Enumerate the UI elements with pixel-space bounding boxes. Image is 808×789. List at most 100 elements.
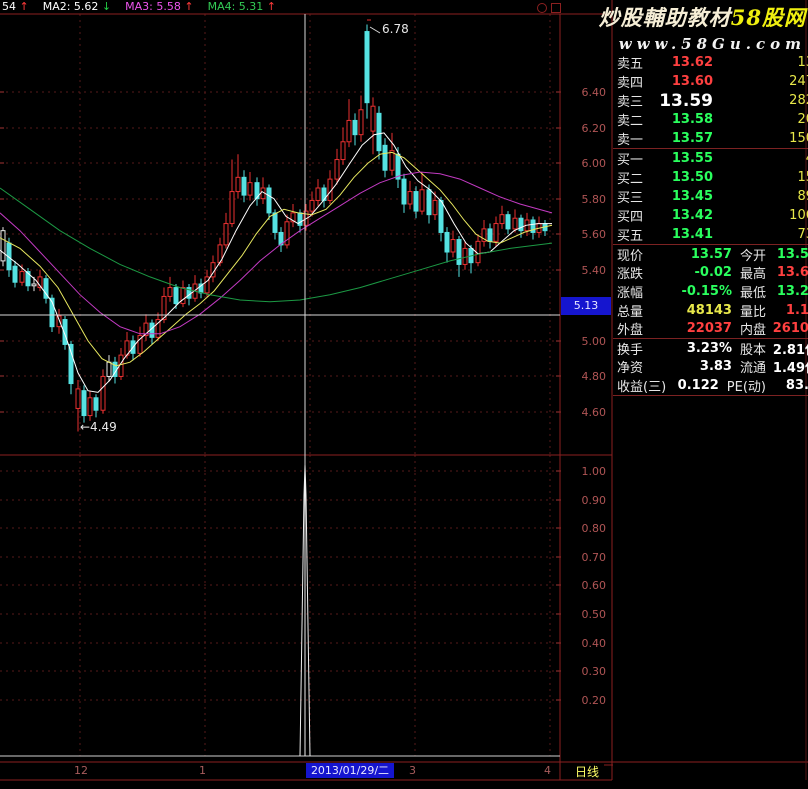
axis-price-label: 0.30: [581, 665, 607, 678]
stat-value: 13.25: [776, 283, 808, 299]
orderbook-row[interactable]: 买一 13.554: [613, 149, 808, 168]
orderbook-level-label: 买二: [617, 172, 644, 187]
stat-label: 净资: [617, 361, 644, 377]
quote-panel: 卖五 13.62 13 卖四 13.60 247 卖三 13.59 282 卖二 13.58 20 卖一…: [613, 53, 808, 396]
axis-price-label: 0.20: [581, 694, 607, 707]
stat-label: 现价: [617, 248, 644, 264]
trend-arrow-icon: ↑: [263, 0, 277, 13]
ma-label: MA2: 5.62 ↓: [42, 0, 112, 13]
period-selector[interactable]: 日线: [574, 765, 599, 779]
orderbook-level-label: 卖五: [617, 57, 644, 72]
banner-title-text: 炒股輔助教材: [598, 5, 731, 30]
stat-value: 13.68: [776, 265, 808, 281]
stats-divider-top: [613, 244, 808, 245]
orderbook-price: 13.45: [671, 189, 713, 204]
stat-row: 外盘 22037 内盘 26106: [613, 319, 808, 338]
stat-value: 3.23%: [686, 340, 732, 356]
stat-row: 收益(三) 0.122 PE(动) 83.6: [613, 376, 808, 395]
axis-price-label: 0.50: [581, 608, 607, 621]
stat-row: 涨幅 -0.15% 最低 13.25: [613, 282, 808, 301]
orderbook-volume: 89: [797, 189, 808, 204]
month-label: 12: [74, 764, 88, 777]
orderbook-price: 13.41: [671, 227, 713, 242]
axis-price-label: 1.00: [581, 465, 607, 478]
orderbook-volume: 150: [789, 131, 808, 146]
trend-arrow-icon: ↑: [180, 0, 194, 13]
stat-value: -0.15%: [681, 283, 732, 299]
stat-value: 2.81亿: [772, 342, 808, 358]
orderbook-level-label: 卖一: [617, 133, 644, 148]
orderbook-row[interactable]: 卖三 13.59 282: [613, 90, 808, 111]
stat-label: 今开: [739, 248, 766, 264]
axis-price-label: 5.00: [581, 335, 607, 348]
stat-label: 收益(三): [617, 379, 667, 395]
orderbook-row[interactable]: 卖一 13.57 150: [613, 129, 808, 148]
crosshair-date-tag: 2013/01/29/二: [306, 763, 394, 778]
orderbook-price: 13.59: [659, 90, 713, 111]
banner-url: www.58Gu.com: [618, 35, 806, 53]
fundamental-stats: 换手 3.23% 股本 2.81亿净资 3.83 流通 1.49亿收益(三) 0.122 PE(…: [613, 339, 808, 395]
buy-order-book: 买一 13.554 买二 13.50 15 买三 13.45 89 买四 13.42 106 买五 13…: [613, 149, 808, 244]
stat-row: 总量 48143 量比 1.16: [613, 301, 808, 320]
orderbook-volume: 282: [789, 93, 808, 108]
axis-price-label: 5.80: [581, 193, 607, 206]
orderbook-price: 13.57: [671, 131, 713, 146]
month-label: 1: [199, 764, 206, 777]
stat-label: 总量: [617, 304, 644, 320]
axis-price-label: 5.60: [581, 228, 607, 241]
stat-value: 83.6: [785, 377, 808, 393]
chart-maximize-icon[interactable]: [551, 3, 561, 13]
stat-label: 流通: [739, 361, 766, 377]
orderbook-row[interactable]: 买三 13.45 89: [613, 187, 808, 206]
orderbook-row[interactable]: 买四 13.42 106: [613, 206, 808, 225]
stat-value: 48143: [686, 302, 732, 318]
orderbook-divider: [613, 148, 808, 149]
chart-restore-icon[interactable]: [537, 3, 547, 13]
orderbook-row[interactable]: 卖二 13.58 20: [613, 110, 808, 129]
axis-price-label: 0.90: [581, 494, 607, 507]
trend-arrow-icon: ↑: [16, 0, 29, 13]
stat-label: 换手: [617, 342, 644, 358]
axis-price-label: 0.80: [581, 522, 607, 535]
orderbook-row[interactable]: 买五 13.41 73: [613, 225, 808, 244]
stat-label: 最低: [739, 285, 766, 301]
orderbook-level-label: 买一: [617, 153, 644, 168]
stat-row: 换手 3.23% 股本 2.81亿: [613, 339, 808, 358]
ma-label: MA3: 5.58 ↑: [125, 0, 194, 13]
orderbook-volume: 13: [797, 55, 808, 70]
orderbook-row[interactable]: 卖四 13.60 247: [613, 72, 808, 91]
axis-price-label: 0.60: [581, 579, 607, 592]
ma-label: 54 ↑: [2, 0, 29, 13]
stat-value: 13.50: [776, 246, 808, 262]
month-label: 4: [544, 764, 551, 777]
orderbook-row[interactable]: 卖五 13.62 13: [613, 53, 808, 72]
orderbook-price: 13.50: [671, 170, 713, 185]
orderbook-level-label: 买四: [617, 210, 644, 225]
stats-divider-mid: [613, 337, 808, 339]
axis-price-label: 4.60: [581, 406, 607, 419]
banner-title-highlight: 58股网: [730, 5, 806, 30]
stat-value: 1.16: [785, 302, 808, 318]
axis-price-label: 5.40: [581, 264, 607, 277]
orderbook-volume: 15: [797, 170, 808, 185]
orderbook-row[interactable]: 买二 13.50 15: [613, 168, 808, 187]
stat-label: PE(动): [726, 379, 766, 395]
orderbook-volume: 73: [797, 227, 808, 242]
stat-value: 22037: [686, 321, 732, 337]
axis-price-label: 6.00: [581, 157, 607, 170]
axis-price-label: 6.20: [581, 122, 607, 135]
axis-price-label: 4.80: [581, 370, 607, 383]
orderbook-volume: 106: [789, 208, 808, 223]
orderbook-level-label: 卖四: [617, 76, 644, 91]
orderbook-price: 13.42: [671, 208, 713, 223]
stat-label: 股本: [739, 342, 766, 358]
axis-price-label: 0.40: [581, 637, 607, 650]
month-label: 3: [409, 764, 416, 777]
axis-price-label: 0.70: [581, 551, 607, 564]
ma-label: MA4: 5.31 ↑: [207, 0, 277, 13]
orderbook-level-label: 买五: [617, 229, 644, 244]
chart-corner-controls: [537, 3, 561, 13]
orderbook-level-label: 卖二: [617, 114, 644, 129]
